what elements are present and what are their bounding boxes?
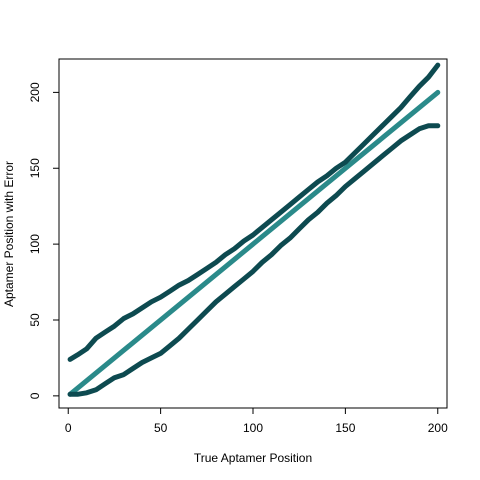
x-tick-label: 0: [65, 421, 72, 435]
x-tick-label: 50: [154, 421, 168, 435]
y-tick-label: 50: [28, 313, 42, 327]
x-axis-title: True Aptamer Position: [194, 451, 312, 465]
series-line-3: [67, 123, 441, 397]
series-line-2: [67, 62, 441, 362]
series-layer: [67, 62, 441, 397]
series-line-1: [67, 89, 441, 397]
x-tick-label: 200: [428, 421, 448, 435]
x-axis: 0 50 100 150 200: [65, 407, 448, 435]
y-tick-label: 200: [28, 82, 42, 102]
y-axis-title: Aptamer Position with Error: [2, 161, 16, 307]
x-tick-label: 150: [335, 421, 355, 435]
y-axis: 0 50 100 150 200: [28, 82, 60, 399]
y-tick-label: 150: [28, 158, 42, 178]
y-tick-label: 100: [28, 234, 42, 254]
y-tick-label: 0: [28, 392, 42, 399]
x-tick-label: 100: [243, 421, 263, 435]
